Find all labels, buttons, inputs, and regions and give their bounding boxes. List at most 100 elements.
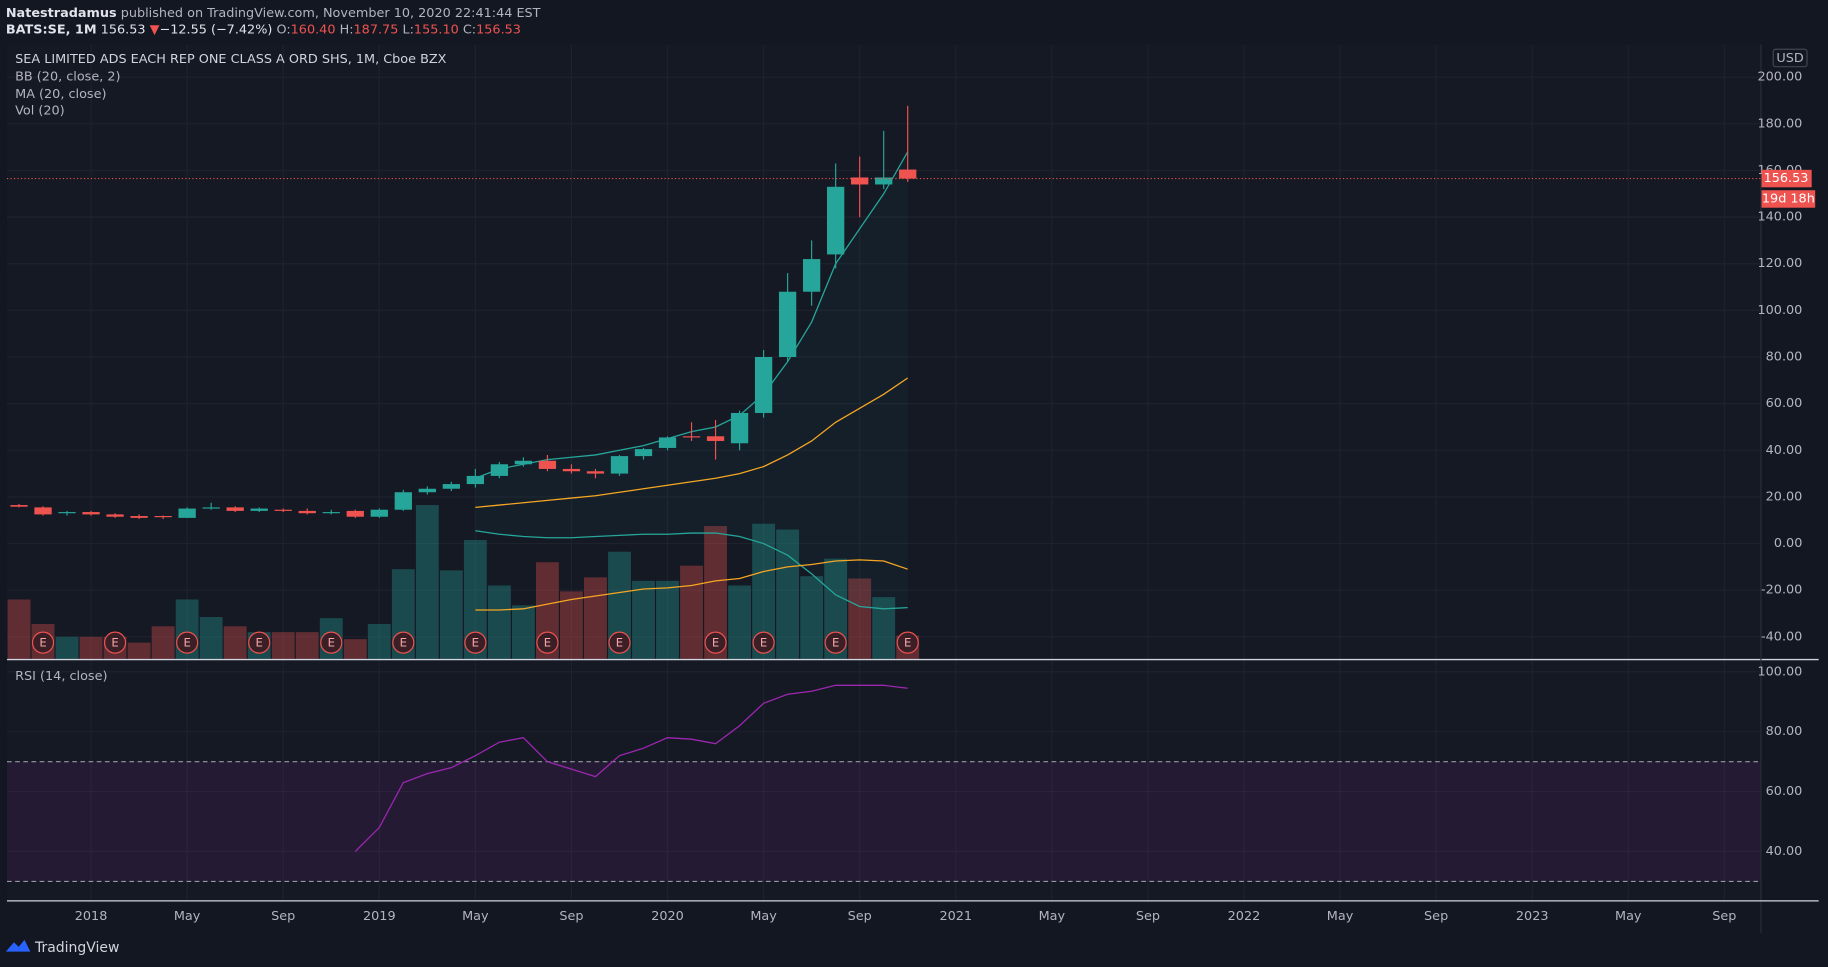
ma-line bbox=[475, 377, 909, 509]
earnings-label: E bbox=[328, 636, 335, 650]
earnings-label: E bbox=[616, 636, 623, 650]
candle-body bbox=[586, 471, 605, 474]
earnings-label: E bbox=[183, 636, 190, 650]
volume-bar bbox=[367, 623, 391, 659]
candle-body bbox=[682, 436, 701, 438]
logo bbox=[5, 939, 31, 952]
c-label: C: bbox=[463, 22, 476, 37]
earnings-marker bbox=[704, 631, 727, 654]
volume-bar bbox=[79, 636, 103, 659]
earnings-label: E bbox=[39, 636, 46, 650]
c: 156.53 bbox=[476, 22, 521, 37]
price-badge-label: 156.53 bbox=[1764, 171, 1809, 186]
y-tick-label: 40.00 bbox=[1766, 844, 1803, 859]
candle-body bbox=[58, 512, 76, 514]
earnings-label: E bbox=[400, 636, 407, 650]
countdown-label: 19d 18h bbox=[1762, 191, 1815, 206]
volume-bar bbox=[343, 639, 367, 659]
candle-body bbox=[851, 177, 869, 185]
earnings-marker bbox=[248, 631, 271, 654]
candle-body bbox=[827, 186, 845, 255]
x-tick-label: 2018 bbox=[75, 909, 108, 924]
h: 187.75 bbox=[354, 22, 399, 37]
y-tick-label: 60.00 bbox=[1766, 784, 1803, 799]
o: 160.40 bbox=[291, 22, 336, 37]
volume-bar bbox=[127, 642, 151, 659]
x-tick-label: 2021 bbox=[939, 909, 972, 924]
earnings-label: E bbox=[760, 636, 767, 650]
y-tick-label: 100.00 bbox=[1758, 303, 1803, 318]
volume-bar bbox=[872, 597, 896, 659]
y-tick-label: 60.00 bbox=[1766, 396, 1803, 411]
x-tick-label: May bbox=[1327, 909, 1354, 924]
volume-bar bbox=[584, 577, 607, 659]
volume-bar bbox=[463, 540, 487, 659]
arrow: ▼ bbox=[150, 22, 160, 37]
currency-box[interactable] bbox=[1772, 48, 1808, 68]
rsi-band-fill bbox=[6, 761, 1761, 882]
candle-body bbox=[202, 507, 220, 509]
volume-bar bbox=[487, 585, 511, 659]
candle-body bbox=[706, 436, 725, 441]
candle-body bbox=[178, 508, 196, 518]
volume-bar bbox=[728, 585, 752, 659]
header-line: Natestradamus published on TradingView.c… bbox=[6, 6, 541, 21]
earnings-label: E bbox=[472, 636, 479, 650]
symbol: BATS:SE, 1M bbox=[6, 22, 97, 37]
candle-body bbox=[154, 516, 172, 518]
l: 155.10 bbox=[414, 22, 459, 37]
y-tick-label: 140.00 bbox=[1758, 210, 1803, 225]
earnings-marker bbox=[104, 631, 127, 654]
earnings-marker bbox=[464, 631, 487, 654]
earnings-marker bbox=[824, 631, 847, 654]
x-tick-label: May bbox=[750, 909, 777, 924]
candle-body bbox=[778, 291, 797, 358]
candle-body bbox=[322, 512, 340, 514]
y-tick-label: 120.00 bbox=[1758, 256, 1803, 271]
y-tick-label: 80.00 bbox=[1766, 350, 1803, 365]
x-tick-label: May bbox=[462, 909, 489, 924]
candle-body bbox=[754, 357, 773, 413]
candle-body bbox=[226, 507, 244, 511]
x-tick-label: Sep bbox=[1424, 909, 1448, 924]
candle-body bbox=[34, 507, 52, 515]
x-tick-label: May bbox=[1039, 909, 1066, 924]
y-tick-label: 100.00 bbox=[1758, 664, 1803, 679]
volume-bar bbox=[415, 505, 439, 659]
candle-body bbox=[10, 505, 28, 507]
y-tick-label: 180.00 bbox=[1758, 116, 1803, 131]
candle-body bbox=[490, 464, 509, 476]
x-tick-label: Sep bbox=[1712, 909, 1736, 924]
volume-bar bbox=[223, 626, 247, 659]
candle-body bbox=[899, 169, 917, 179]
x-tick-label: Sep bbox=[271, 909, 295, 924]
candle-body bbox=[538, 460, 557, 469]
x-tick-label: 2023 bbox=[1516, 909, 1549, 924]
brand: TradingView bbox=[34, 940, 119, 956]
o-label: O: bbox=[276, 22, 290, 37]
author: Natestradamus bbox=[6, 6, 117, 21]
grid bbox=[6, 44, 1761, 901]
earnings-marker bbox=[536, 631, 559, 654]
indicator: Vol (20) bbox=[15, 104, 65, 119]
earnings-marker bbox=[752, 631, 775, 654]
h-label: H: bbox=[340, 22, 354, 37]
y-tick-label: 20.00 bbox=[1766, 489, 1803, 504]
rsi-line bbox=[354, 684, 908, 852]
candle-body bbox=[298, 510, 316, 514]
earnings-label: E bbox=[256, 636, 263, 650]
candle-body bbox=[346, 510, 364, 517]
symbol-line: BATS:SE, 1M 156.53 ▼−12.55 (−7.42%) O:16… bbox=[6, 22, 521, 37]
earnings-label: E bbox=[544, 636, 551, 650]
candle-body bbox=[82, 512, 100, 515]
candle-body bbox=[802, 259, 821, 292]
candle-body bbox=[370, 509, 388, 517]
volume-bar bbox=[848, 578, 872, 659]
x-tick-label: 2020 bbox=[651, 909, 684, 924]
price: 156.53 bbox=[101, 22, 146, 37]
currency: USD bbox=[1776, 51, 1804, 66]
x-tick-label: 2019 bbox=[363, 909, 396, 924]
indicator: MA (20, close) bbox=[15, 87, 106, 102]
